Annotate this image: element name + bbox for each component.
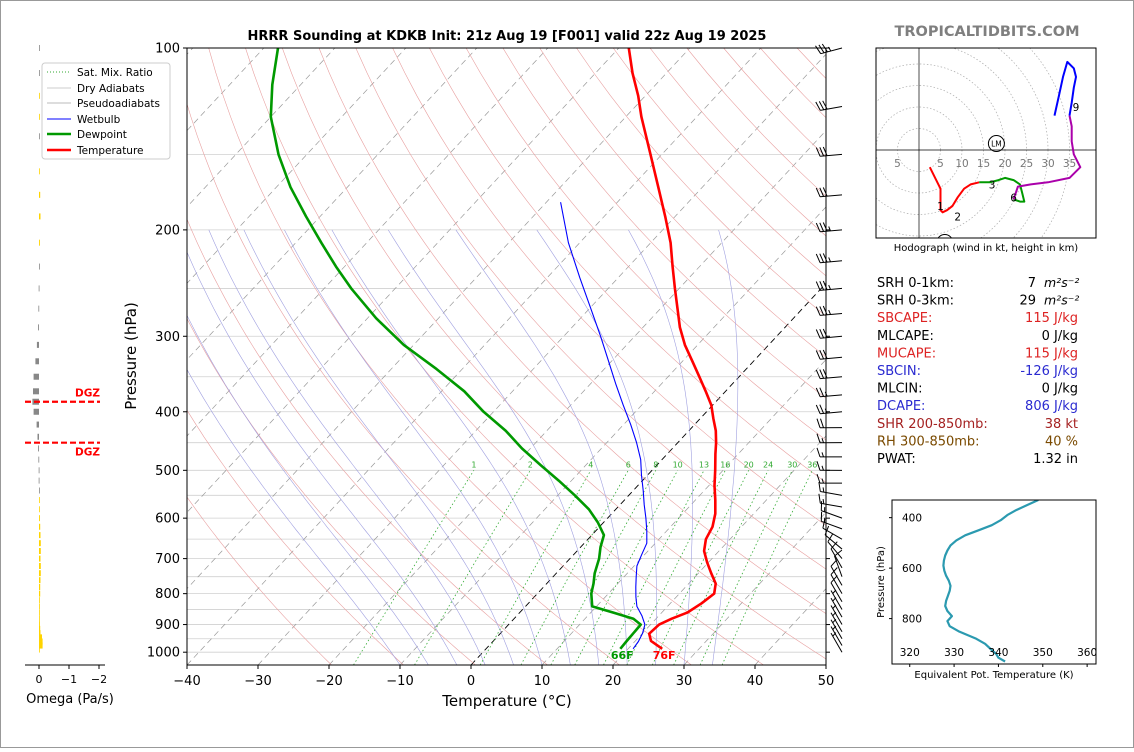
figure-frame <box>0 0 1134 748</box>
